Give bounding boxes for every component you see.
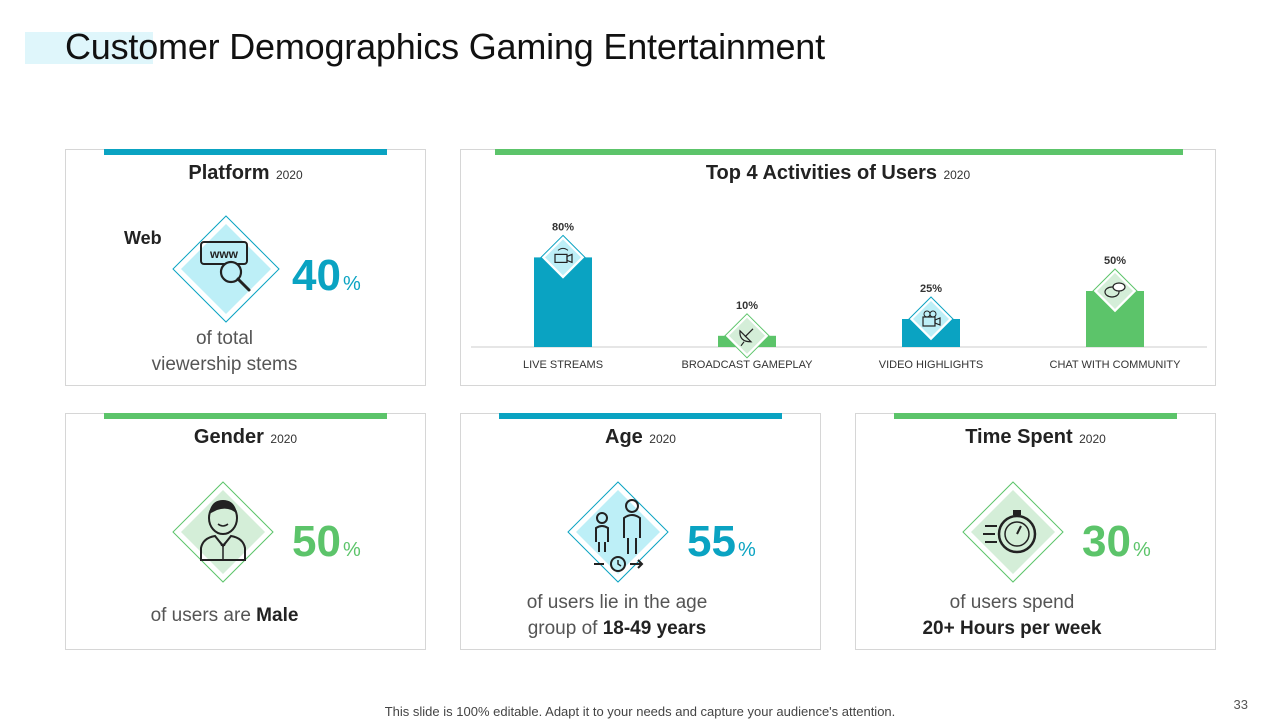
gender-value: 50%: [292, 517, 361, 566]
age-card: Age 2020 55% of users lie in the age gro…: [460, 413, 821, 650]
web-search-icon: www: [172, 215, 280, 323]
gender-desc-bold: Male: [256, 605, 299, 626]
platform-title: Platform: [188, 162, 270, 184]
age-growth-icon: [567, 481, 669, 583]
category-label: LIVE STREAMS: [523, 359, 603, 371]
time-spent-desc-bold: 20+ Hours per week: [922, 618, 1102, 639]
value-label: 10%: [736, 300, 758, 312]
age-year: 2020: [649, 432, 676, 446]
time-spent-card-header: Time Spent 2020: [856, 426, 1215, 449]
activities-year: 2020: [943, 168, 971, 182]
time-spent-title: Time Spent: [965, 426, 1073, 448]
time-spent-desc-line2: 20+ Hours per week: [896, 616, 1128, 642]
age-card-topbar: [499, 413, 782, 419]
page-number: 33: [1233, 697, 1248, 712]
age-desc-line2: group of 18-49 years: [527, 618, 707, 639]
platform-year: 2020: [275, 168, 303, 182]
time-spent-value: 30%: [1082, 517, 1151, 566]
age-title: Age: [605, 426, 643, 448]
video-camera-icon: [908, 296, 954, 342]
platform-card: Platform 2020 Web www 40% of total viewe…: [65, 149, 426, 386]
gender-card-header: Gender 2020: [66, 426, 425, 449]
age-unit: %: [737, 539, 756, 561]
footer-note: This slide is 100% editable. Adapt it to…: [384, 704, 896, 719]
platform-description: of total viewership stems: [122, 326, 327, 378]
time-spent-unit: %: [1132, 539, 1151, 561]
time-spent-description: of users spend 20+ Hours per week: [896, 590, 1128, 642]
platform-unit: %: [342, 273, 361, 295]
age-card-header: Age 2020: [461, 426, 820, 449]
time-spent-desc-line1: of users spend: [949, 592, 1075, 613]
category-label: BROADCAST GAMEPLAY: [681, 359, 813, 371]
age-desc-line1: of users lie in the age: [526, 592, 708, 613]
stopwatch-icon: [962, 481, 1064, 583]
platform-value: 40%: [292, 251, 361, 300]
activities-title: Top 4 Activities of Users: [705, 162, 937, 184]
platform-desc-line1: of total: [195, 328, 254, 349]
gender-card: Gender 2020 50% of users are Male: [65, 413, 426, 650]
chat-bubbles-icon: [1092, 268, 1138, 314]
category-label: VIDEO HIGHLIGHTS: [879, 359, 984, 371]
time-spent-card-topbar: [894, 413, 1177, 419]
svg-text:www: www: [209, 247, 239, 261]
gender-description: of users are Male: [122, 603, 327, 629]
value-label: 80%: [552, 221, 574, 233]
category-label: CHAT WITH COMMUNITY: [1050, 359, 1182, 371]
activities-bar-chart: 80% LIVE STREAMS 10% BROADCAST GAMEPLAY 25% V…: [471, 221, 1207, 371]
gender-unit: %: [342, 539, 361, 561]
gender-title: Gender: [193, 426, 264, 448]
platform-card-topbar: [104, 149, 387, 155]
title-accent: [25, 32, 153, 64]
age-desc-bold: 18-49 years: [602, 618, 707, 639]
activities-card-topbar: [495, 149, 1183, 155]
page-title: Customer Demographics Gaming Entertainme…: [65, 26, 825, 67]
man-icon: [172, 481, 274, 583]
gender-year: 2020: [270, 432, 298, 446]
platform-card-header: Platform 2020: [66, 162, 425, 185]
value-label: 25%: [920, 283, 942, 295]
age-value: 55%: [687, 517, 756, 566]
value-label: 50%: [1104, 255, 1126, 267]
activities-card-header: Top 4 Activities of Users 2020: [461, 162, 1215, 185]
activities-card: Top 4 Activities of Users 2020 80% LIVE S…: [460, 149, 1216, 386]
gender-card-topbar: [104, 413, 387, 419]
platform-desc-line2: viewership stems: [151, 354, 298, 375]
time-spent-card: Time Spent 2020 30% of users spend 20+ H…: [855, 413, 1216, 650]
platform-web-label: Web: [124, 228, 162, 248]
age-description: of users lie in the age group of 18-49 y…: [501, 590, 733, 642]
video-stream-icon: [540, 234, 586, 281]
time-spent-year: 2020: [1079, 432, 1106, 446]
gender-desc-prefix: of users are: [150, 605, 257, 626]
satellite-dish-icon: [724, 313, 770, 359]
